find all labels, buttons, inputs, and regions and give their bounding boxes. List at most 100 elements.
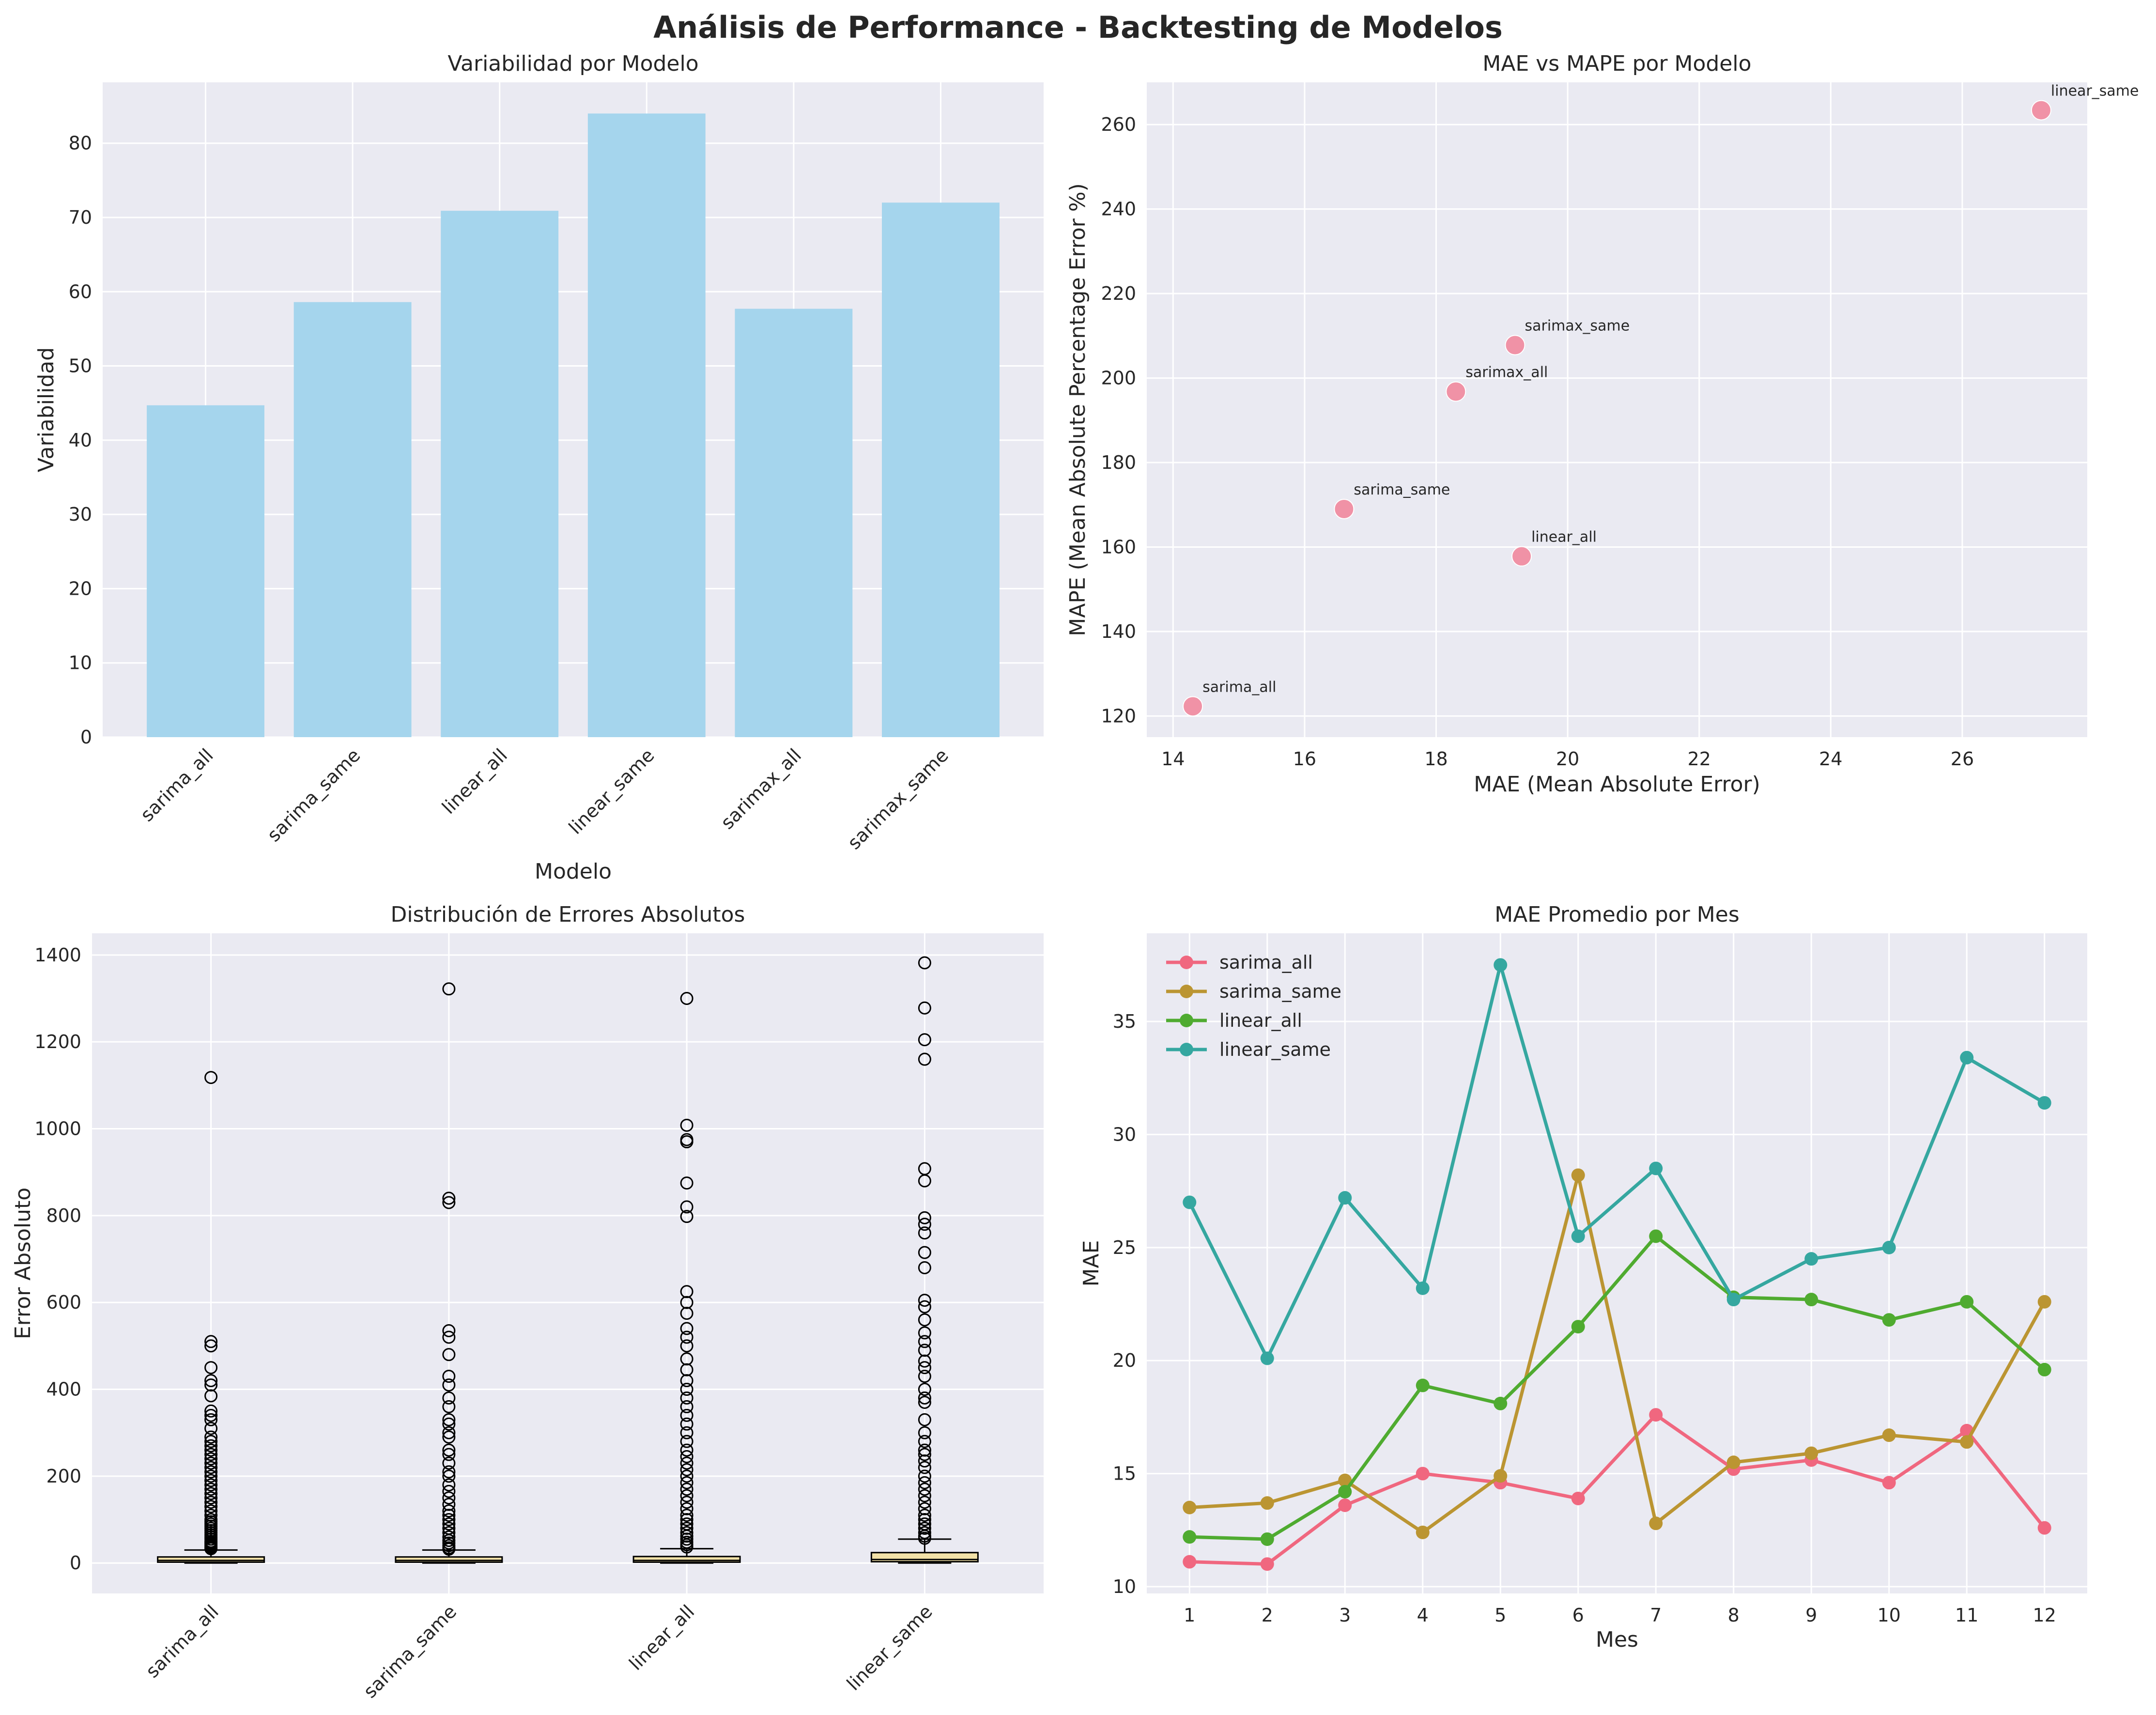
outlier-point <box>680 1489 693 1502</box>
series-point <box>1571 1320 1585 1334</box>
outlier-point <box>918 1211 931 1224</box>
series-point <box>1260 1351 1274 1365</box>
y-axis-label: Variabilidad <box>34 347 59 472</box>
y-tick-label: 1000 <box>34 1118 81 1140</box>
x-tick-label: 14 <box>1161 748 1185 770</box>
outlier-point <box>204 1378 218 1392</box>
series-point <box>1882 1476 1896 1490</box>
outlier-point <box>204 1374 218 1388</box>
x-tick-label: 3 <box>1339 1605 1351 1626</box>
outlier-point <box>204 1435 218 1448</box>
bar-sarimax_all <box>735 309 853 737</box>
outlier-point <box>204 1496 218 1509</box>
outlier-point <box>442 1469 456 1483</box>
outlier-point <box>918 1383 931 1396</box>
outlier-point <box>918 1300 931 1313</box>
outlier-point <box>680 1463 693 1476</box>
series-sarima_same <box>1183 1168 2051 1539</box>
y-tick-label: 140 <box>1101 621 1136 642</box>
outlier-point <box>442 1509 456 1522</box>
figure-suptitle: Análisis de Performance - Backtesting de… <box>653 10 1503 45</box>
outlier-point <box>918 1413 931 1426</box>
outlier-point <box>680 1476 693 1489</box>
scatter-point-linear_all <box>1511 546 1532 567</box>
series-point <box>1804 1446 1818 1460</box>
outlier-point <box>918 1246 931 1259</box>
legend-marker <box>1180 1014 1193 1027</box>
series-point <box>1416 1525 1430 1539</box>
y-tick-label: 30 <box>1113 1124 1136 1145</box>
outlier-point <box>442 1456 456 1470</box>
outlier-point <box>442 1526 456 1539</box>
y-axis-label: MAE <box>1079 1240 1104 1287</box>
series-point <box>2037 1521 2051 1535</box>
outlier-point <box>918 1502 931 1515</box>
outlier-point <box>442 1348 456 1361</box>
legend-label: sarima_same <box>1219 981 1341 1002</box>
chart-marks: sarima_all sarima_same linear_all linear_sa… <box>1183 83 2139 717</box>
legend-label: linear_all <box>1219 1010 1302 1031</box>
outlier-point <box>680 1450 693 1464</box>
series-linear_all <box>1183 1229 2051 1546</box>
outlier-point <box>918 1294 931 1307</box>
y-tick-label: 35 <box>1113 1011 1136 1032</box>
series-point <box>1416 1378 1430 1392</box>
outlier-point <box>680 1210 693 1223</box>
outlier-point <box>442 1324 456 1337</box>
outlier-point <box>680 1532 693 1546</box>
x-axis-label: Modelo <box>535 859 612 884</box>
y-tick-label: 1200 <box>34 1031 81 1052</box>
outlier-point <box>918 1426 931 1439</box>
outlier-point <box>680 1496 693 1509</box>
series-point <box>1882 1428 1896 1442</box>
outlier-point <box>680 1408 693 1422</box>
outlier-point <box>918 1483 931 1496</box>
outlier-point <box>442 1400 456 1413</box>
legend-marker <box>1180 985 1193 998</box>
series-point <box>1649 1516 1663 1530</box>
series-point <box>1726 1455 1740 1469</box>
outlier-point <box>442 1484 456 1498</box>
y-tick-label: 800 <box>46 1205 81 1226</box>
outlier-point <box>442 982 456 996</box>
outlier-point <box>204 1491 218 1505</box>
x-tick-label: 18 <box>1424 748 1448 770</box>
outlier-point <box>204 1478 218 1492</box>
outlier-point <box>680 1363 693 1376</box>
outlier-point <box>442 1491 456 1505</box>
y-tick-label: 600 <box>46 1292 81 1313</box>
x-axis-label: MAE (Mean Absolute Error) <box>1474 772 1760 797</box>
box-sarima_same <box>395 982 503 1564</box>
y-tick-label: 20 <box>69 578 92 599</box>
outlier-point <box>680 1383 693 1396</box>
y-tick-label: 20 <box>1113 1350 1136 1371</box>
y-tick-label: 25 <box>1113 1237 1136 1258</box>
scatter-point-sarimax_all <box>1446 381 1466 402</box>
outlier-point <box>442 1413 456 1426</box>
outlier-point <box>204 1071 218 1084</box>
outlier-point <box>918 1033 931 1047</box>
outlier-point <box>442 1417 456 1431</box>
outlier-point <box>680 1200 693 1214</box>
outlier-point <box>680 992 693 1005</box>
outlier-point <box>918 1313 931 1327</box>
y-axis-label: Error Absoluto <box>11 1188 35 1339</box>
chart-marks <box>1183 958 2051 1571</box>
outlier-point <box>442 1478 456 1492</box>
series-point <box>1649 1408 1663 1422</box>
outlier-point <box>918 1052 931 1066</box>
y-tick-label: 40 <box>69 430 92 451</box>
chart-title: Distribución de Errores Absolutos <box>391 902 745 927</box>
outlier-point <box>680 1502 693 1515</box>
scatter-point-sarima_all <box>1183 696 1203 717</box>
series-point <box>2037 1096 2051 1110</box>
bar-linear_same <box>587 113 706 737</box>
x-tick-label: 11 <box>1955 1605 1978 1626</box>
outlier-point <box>680 1400 693 1413</box>
series-point <box>1804 1293 1818 1307</box>
bar-sarima_all <box>147 405 264 737</box>
y-tick-label: 80 <box>69 133 92 154</box>
outlier-point <box>680 1339 693 1353</box>
x-tick-label: 1 <box>1184 1605 1195 1626</box>
